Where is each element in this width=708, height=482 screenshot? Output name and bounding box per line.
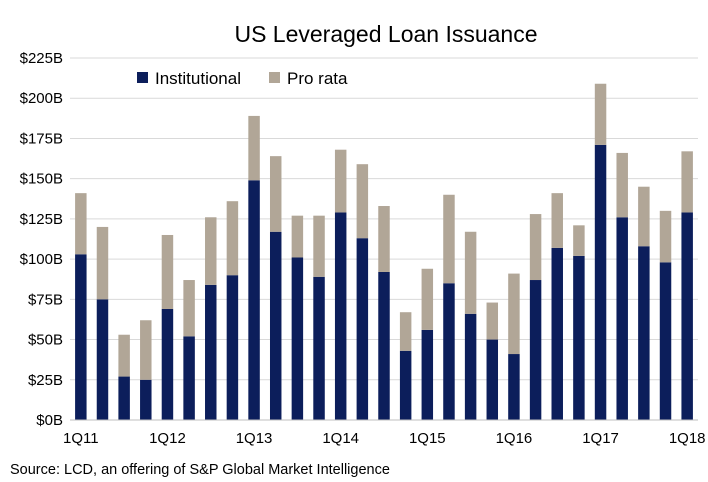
bar-pro-rata (291, 215, 304, 258)
bar-institutional (638, 246, 650, 420)
bar-pro-rata (248, 115, 260, 181)
legend: Institutional Pro rata (137, 69, 348, 88)
y-tick-label: $175B (20, 130, 63, 147)
legend-swatch (137, 72, 148, 83)
legend-label: Pro rata (287, 69, 348, 88)
bar-institutional (443, 283, 455, 420)
bar-pro-rata (681, 151, 693, 213)
legend-swatch (269, 72, 280, 83)
bar-pro-rata (573, 225, 585, 256)
bar-institutional (399, 350, 412, 420)
bar-institutional (356, 238, 369, 420)
bar-pro-rata (75, 193, 87, 255)
bar-pro-rata (183, 280, 195, 337)
y-tick-label: $0B (36, 412, 63, 429)
y-axis: $0B $25B $50B $75B $100B $125B $150B $175B $200B… (20, 50, 63, 429)
bar-pro-rata (399, 312, 412, 351)
bar-institutional (334, 212, 347, 420)
y-tick-label: $225B (20, 50, 63, 67)
y-tick-label: $125B (20, 211, 63, 228)
bar-pro-rata (226, 201, 239, 276)
bar-institutional (464, 313, 477, 420)
y-tick-label: $100B (20, 251, 63, 268)
bar-pro-rata (269, 156, 282, 232)
x-tick-label: 1Q18 (669, 430, 706, 447)
bar-pro-rata (551, 193, 563, 248)
bar-institutional (291, 257, 304, 420)
y-tick-label: $150B (20, 171, 63, 188)
bar-pro-rata (529, 214, 542, 281)
source-note: Source: LCD, an offering of S&P Global M… (10, 462, 390, 478)
bar-institutional (118, 376, 130, 420)
bar-institutional (226, 275, 239, 420)
bar-pro-rata (118, 334, 130, 377)
bar-institutional (551, 247, 563, 420)
bar-pro-rata (594, 83, 607, 145)
x-tick-label: 1Q17 (582, 430, 619, 447)
x-tick-label: 1Q14 (322, 430, 359, 447)
bar-institutional (529, 280, 542, 420)
bar-institutional (205, 284, 217, 420)
bar-institutional (486, 339, 499, 420)
bar-institutional (96, 299, 109, 420)
bar-pro-rata (659, 210, 672, 263)
y-tick-label: $75B (28, 291, 63, 308)
x-tick-label: 1Q12 (149, 430, 186, 447)
bar-pro-rata (616, 152, 628, 218)
bar-institutional (421, 329, 434, 420)
bar-pro-rata (443, 194, 455, 284)
bar-institutional (248, 180, 260, 420)
bar-institutional (140, 379, 152, 420)
x-tick-label: 1Q13 (236, 430, 273, 447)
bar-pro-rata (96, 226, 109, 300)
bar-pro-rata (421, 268, 434, 330)
x-tick-label: 1Q11 (63, 430, 99, 447)
bar-pro-rata (334, 149, 347, 213)
bar-institutional (681, 212, 693, 420)
y-tick-label: $200B (20, 90, 63, 107)
bar-pro-rata (486, 302, 499, 340)
y-tick-label: $25B (28, 372, 63, 389)
bar-institutional (508, 354, 520, 420)
bar-institutional (183, 336, 195, 420)
bar-pro-rata (464, 231, 477, 314)
bar-institutional (573, 255, 585, 420)
bar-institutional (269, 231, 282, 420)
bar-pro-rata (161, 234, 174, 309)
x-axis: 1Q11 1Q12 1Q13 1Q14 1Q15 1Q16 1Q17 1Q18 (63, 419, 706, 447)
bar-pro-rata (140, 320, 152, 380)
bar-pro-rata (205, 217, 217, 285)
bar-pro-rata (313, 215, 325, 277)
bar-pro-rata (638, 186, 650, 247)
chart-title: US Leveraged Loan Issuance (234, 21, 537, 47)
bar-institutional (616, 217, 628, 420)
bar-pro-rata (508, 273, 520, 355)
y-tick-label: $50B (28, 332, 63, 349)
bar-institutional (594, 144, 607, 420)
bar-institutional (161, 308, 174, 420)
bar-pro-rata (378, 206, 390, 272)
legend-label: Institutional (155, 69, 241, 88)
bars (75, 83, 693, 420)
bar-pro-rata (356, 164, 369, 239)
bar-institutional (378, 271, 390, 420)
bar-institutional (75, 254, 87, 420)
bar-institutional (659, 262, 672, 420)
x-tick-label: 1Q15 (409, 430, 446, 447)
x-tick-label: 1Q16 (496, 430, 533, 447)
bar-institutional (313, 276, 325, 420)
